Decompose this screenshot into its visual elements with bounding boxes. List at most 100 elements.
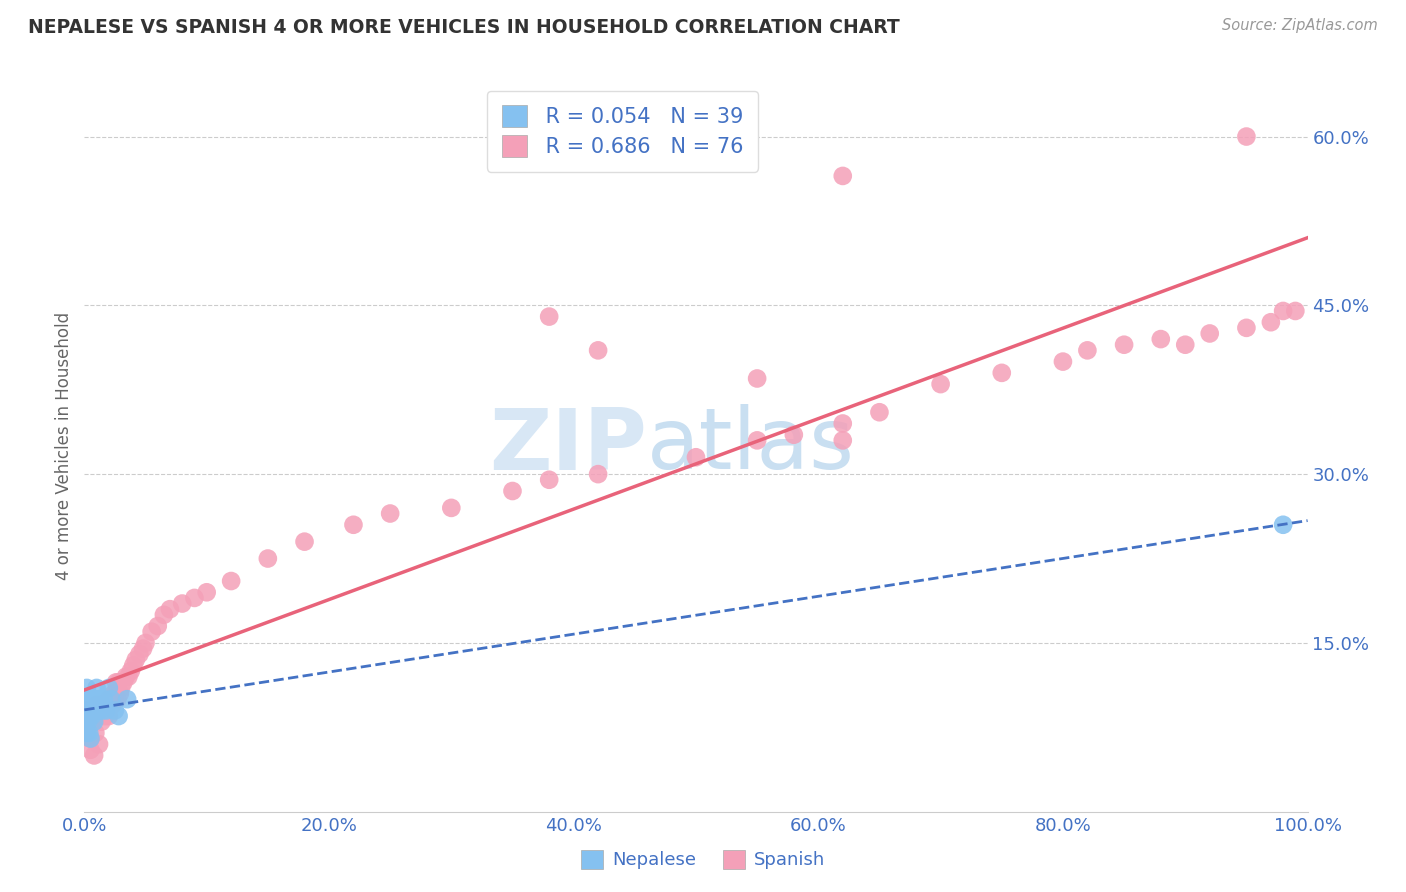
Point — [77, 703, 100, 717]
Point — [747, 371, 769, 385]
Point — [86, 703, 108, 717]
Point — [502, 483, 524, 498]
Point — [87, 703, 110, 717]
Point — [586, 467, 609, 482]
Point — [91, 703, 114, 717]
Point — [100, 692, 122, 706]
Point — [89, 692, 111, 706]
Point — [104, 703, 127, 717]
Point — [76, 681, 98, 695]
Point — [1272, 517, 1295, 532]
Point — [77, 726, 100, 740]
Point — [90, 698, 112, 712]
Point — [76, 726, 98, 740]
Point — [82, 714, 104, 729]
Point — [1284, 304, 1306, 318]
Point — [97, 692, 120, 706]
Point — [98, 698, 121, 712]
Point — [146, 619, 169, 633]
Point — [159, 602, 181, 616]
Point — [538, 310, 561, 324]
Point — [183, 591, 205, 605]
Point — [75, 703, 97, 717]
Point — [77, 709, 100, 723]
Point — [93, 692, 115, 706]
Point — [115, 670, 138, 684]
Point — [86, 698, 108, 712]
Point — [685, 450, 707, 465]
Point — [122, 658, 145, 673]
Point — [107, 675, 129, 690]
Point — [172, 597, 194, 611]
Point — [1076, 343, 1098, 358]
Point — [101, 698, 124, 712]
Point — [257, 551, 280, 566]
Point — [96, 703, 118, 717]
Point — [538, 473, 561, 487]
Point — [97, 681, 120, 695]
Point — [153, 607, 176, 622]
Point — [77, 709, 100, 723]
Point — [80, 709, 103, 723]
Point — [342, 517, 364, 532]
Point — [869, 405, 891, 419]
Point — [76, 692, 98, 706]
Point — [90, 714, 112, 729]
Point — [93, 698, 115, 712]
Text: ZIP: ZIP — [489, 404, 647, 488]
Point — [83, 748, 105, 763]
Point — [132, 641, 155, 656]
Point — [120, 664, 142, 678]
Point — [79, 731, 101, 746]
Point — [112, 675, 135, 690]
Point — [831, 417, 853, 431]
Point — [105, 692, 128, 706]
Point — [75, 703, 97, 717]
Point — [77, 720, 100, 734]
Point — [1236, 321, 1258, 335]
Point — [82, 703, 104, 717]
Point — [831, 434, 853, 448]
Point — [79, 743, 101, 757]
Point — [586, 343, 609, 358]
Point — [1114, 337, 1136, 351]
Point — [1272, 304, 1295, 318]
Point — [1260, 315, 1282, 329]
Point — [128, 647, 150, 661]
Point — [1150, 332, 1173, 346]
Point — [380, 507, 402, 521]
Point — [110, 681, 132, 695]
Point — [105, 675, 128, 690]
Point — [77, 692, 100, 706]
Point — [77, 714, 100, 729]
Point — [79, 698, 101, 712]
Point — [1198, 326, 1220, 341]
Point — [747, 434, 769, 448]
Point — [831, 169, 853, 183]
Point — [135, 636, 157, 650]
Point — [219, 574, 242, 588]
Legend:  R = 0.054   N = 39,  R = 0.686   N = 76: R = 0.054 N = 39, R = 0.686 N = 76 — [486, 91, 758, 171]
Point — [83, 714, 105, 729]
Point — [100, 692, 122, 706]
Point — [83, 709, 105, 723]
Point — [76, 714, 98, 729]
Point — [79, 731, 101, 746]
Point — [97, 709, 120, 723]
Point — [1236, 129, 1258, 144]
Point — [96, 703, 118, 717]
Point — [75, 692, 97, 706]
Point — [75, 714, 97, 729]
Point — [94, 709, 117, 723]
Point — [1174, 337, 1197, 351]
Point — [87, 737, 110, 751]
Point — [77, 698, 100, 712]
Point — [104, 692, 127, 706]
Point — [103, 687, 125, 701]
Point — [107, 709, 129, 723]
Point — [141, 624, 163, 639]
Point — [1052, 354, 1074, 368]
Point — [97, 703, 120, 717]
Point — [80, 692, 103, 706]
Point — [91, 703, 114, 717]
